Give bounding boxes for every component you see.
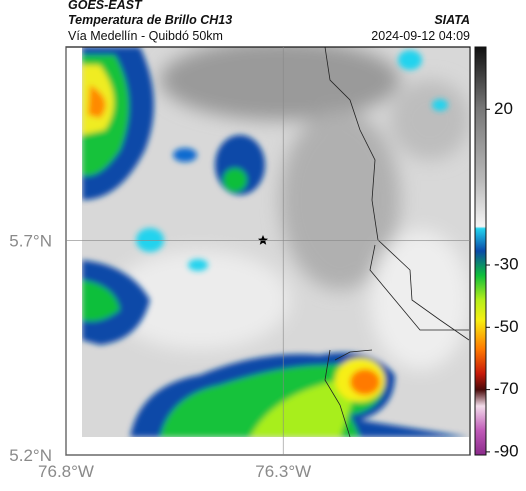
location-star	[257, 235, 268, 245]
y-tick-label: 5.2°N	[9, 446, 52, 465]
datetime: 2024-09-12 04:09	[371, 29, 470, 43]
colorbar-tick-label: -90	[494, 441, 519, 460]
satellite: GOES-EAST	[68, 0, 143, 12]
y-tick-label: 5.7°N	[9, 231, 52, 250]
x-tick-label: 76.3°W	[255, 462, 311, 481]
x-tick-label: 76.8°W	[38, 462, 94, 481]
satellite-image	[82, 47, 469, 437]
colorbar-tick-label: -70	[494, 379, 519, 398]
source: SIATA	[434, 13, 470, 27]
colorbar	[474, 46, 487, 456]
colorbar-tick-label: -50	[494, 317, 519, 336]
colorbar-tick-label: 20	[494, 99, 513, 118]
route: Vía Medellín - Quibdó 50km	[68, 29, 223, 43]
product: Temperatura de Brillo CH13	[68, 13, 232, 27]
colorbar-tick-label: -30	[494, 254, 519, 273]
